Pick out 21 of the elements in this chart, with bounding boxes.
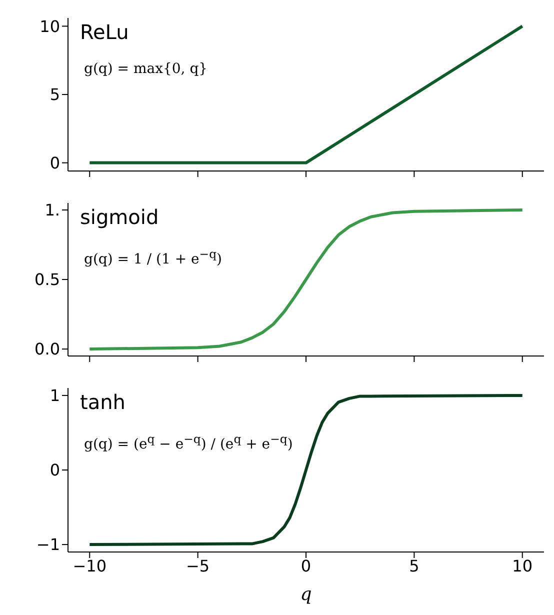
y-tick-label: 10 bbox=[40, 16, 60, 36]
y-tick-label: 5 bbox=[50, 85, 60, 104]
y-tick-label: 0 bbox=[50, 153, 60, 172]
x-tick-label: −10 bbox=[72, 556, 107, 576]
y-tick-label: 1 bbox=[50, 386, 60, 406]
chart-title: sigmoid bbox=[80, 205, 159, 229]
annotation: g(q) = 1 / (1 + e$^{−q}$) bbox=[84, 246, 222, 270]
y-tick-label: 0.5 bbox=[34, 270, 60, 290]
y-tick-label: −1 bbox=[36, 535, 60, 554]
x-axis-title: q bbox=[300, 584, 312, 605]
x-tick-label: −5 bbox=[186, 556, 210, 576]
annotation: g(q) = max{0, q} bbox=[84, 60, 208, 79]
x-tick-label: 5 bbox=[409, 556, 420, 576]
x-tick-label: 0 bbox=[300, 556, 312, 576]
x-tick-label: 10 bbox=[512, 556, 533, 576]
chart-title: ReLu bbox=[80, 20, 129, 44]
y-tick-label: 0 bbox=[50, 460, 60, 480]
y-tick-label: 0.0 bbox=[34, 340, 60, 359]
text: g(q) = (e$^{q}$ − e$^{−q}$) / (e$^{q}$ + e$^{−q}$) bbox=[84, 432, 293, 453]
chart-title: tanh bbox=[80, 390, 126, 414]
y-tick-label: 1. bbox=[44, 200, 60, 220]
